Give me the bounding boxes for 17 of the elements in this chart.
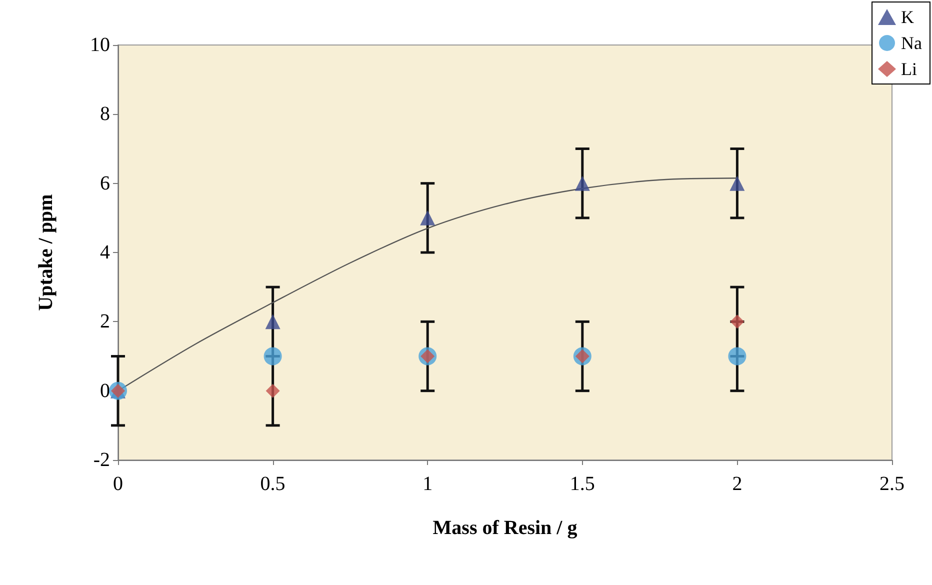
legend-label: Na	[901, 33, 922, 53]
x-tick-label: 2.5	[880, 473, 904, 495]
y-axis-title: Uptake / ppm	[35, 194, 57, 311]
y-tick-label: 10	[90, 34, 110, 56]
y-tick-label: 4	[100, 242, 110, 264]
y-tick-label: -2	[93, 449, 110, 471]
x-tick-label: 1.5	[570, 473, 595, 495]
y-tick-label: 8	[100, 103, 110, 126]
y-tick-label: 6	[100, 172, 110, 194]
x-axis-title: Mass of Resin / g	[432, 517, 578, 539]
y-tick-label: 0	[100, 380, 110, 402]
x-tick-label: 2	[732, 473, 742, 495]
y-tick-label: 2	[100, 310, 110, 333]
x-tick-label: 1	[422, 473, 433, 495]
legend-label: Li	[901, 59, 918, 79]
legend-label: K	[901, 7, 914, 27]
x-tick-label: 0.5	[260, 473, 286, 495]
